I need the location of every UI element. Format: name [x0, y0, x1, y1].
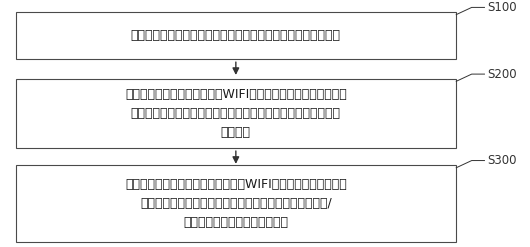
- Text: S100: S100: [488, 1, 517, 14]
- Bar: [16, 79, 456, 148]
- Text: 所述移动终端通过无线信号接收所述WIFI接收器获取的轮胎的气
压和温度数据，并显示轮胎当前的温度和气压，当温度和/
或气压数据超过预定值进行报警: 所述移动终端通过无线信号接收所述WIFI接收器获取的轮胎的气 压和温度数据，并显…: [125, 178, 347, 229]
- Text: S300: S300: [488, 154, 517, 167]
- Text: 设置在汽车轮胎上的轮胎传感器检测汽车轮胎的气压和温度数据: 设置在汽车轮胎上的轮胎传感器检测汽车轮胎的气压和温度数据: [131, 29, 341, 42]
- Bar: [16, 165, 456, 242]
- Text: 与所述轮胎传感器无线连接的WIFI接收器，获取所述轮胎传感器
检测到的轮胎的气压和温度数据；并将所述气压和温度数据发送
到手机端: 与所述轮胎传感器无线连接的WIFI接收器，获取所述轮胎传感器 检测到的轮胎的气压…: [125, 88, 347, 139]
- Text: S200: S200: [488, 68, 517, 81]
- Bar: [16, 12, 456, 59]
